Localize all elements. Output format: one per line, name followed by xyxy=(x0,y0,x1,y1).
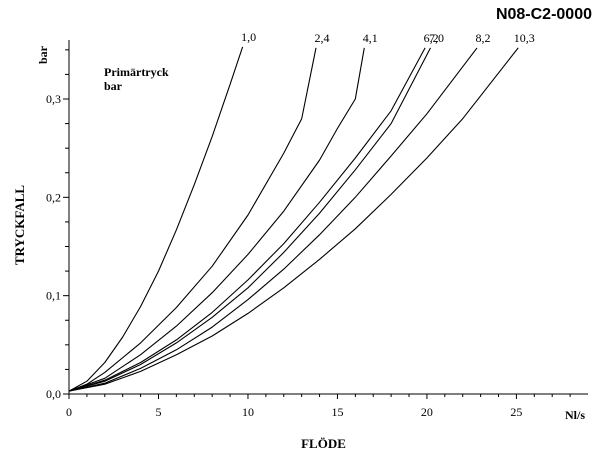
x-tick-label: 15 xyxy=(331,405,343,419)
curve-1 xyxy=(68,46,244,392)
curve-7 xyxy=(68,47,519,392)
curves xyxy=(68,46,519,392)
series-label: 2,4 xyxy=(314,31,329,45)
y-tick-label: 0,2 xyxy=(46,190,61,204)
series-label: 8,2 xyxy=(476,31,491,45)
series-label: 4,1 xyxy=(363,31,378,45)
curve-5 xyxy=(68,47,431,392)
ticks: 0,0 0,1 0,2 0,3 0 5 10 15 20 25 xyxy=(46,49,571,419)
y-tick-label: 0,0 xyxy=(46,387,61,401)
series-label: 10,3 xyxy=(514,31,535,45)
legend-title-line: Primärtryck xyxy=(104,65,169,79)
curve-4 xyxy=(68,47,426,392)
curve-3 xyxy=(68,47,365,392)
legend-title-line: bar xyxy=(104,79,123,93)
axes xyxy=(68,40,588,395)
y-tick-label: 0,1 xyxy=(46,289,61,303)
x-tick-label: 20 xyxy=(421,405,433,419)
chart-code: N08-C2-0000 xyxy=(495,6,592,23)
x-axis-label: FLÖDE xyxy=(301,436,346,451)
y-tick-label: 0,3 xyxy=(46,92,61,106)
y-axis-unit: bar xyxy=(36,45,50,64)
x-axis-unit: Nl/s xyxy=(565,408,585,422)
x-tick-label: 25 xyxy=(510,405,522,419)
curve-2 xyxy=(68,47,317,392)
x-tick-label: 0 xyxy=(66,405,72,419)
series-label: 7,0 xyxy=(429,31,444,45)
curve-6 xyxy=(68,47,478,392)
x-tick-label: 10 xyxy=(242,405,254,419)
y-axis-label: TRYCKFALL xyxy=(12,185,27,266)
x-tick-label: 5 xyxy=(155,405,161,419)
series-label: 1,0 xyxy=(241,30,256,44)
series-label: 6,2 xyxy=(424,31,439,45)
